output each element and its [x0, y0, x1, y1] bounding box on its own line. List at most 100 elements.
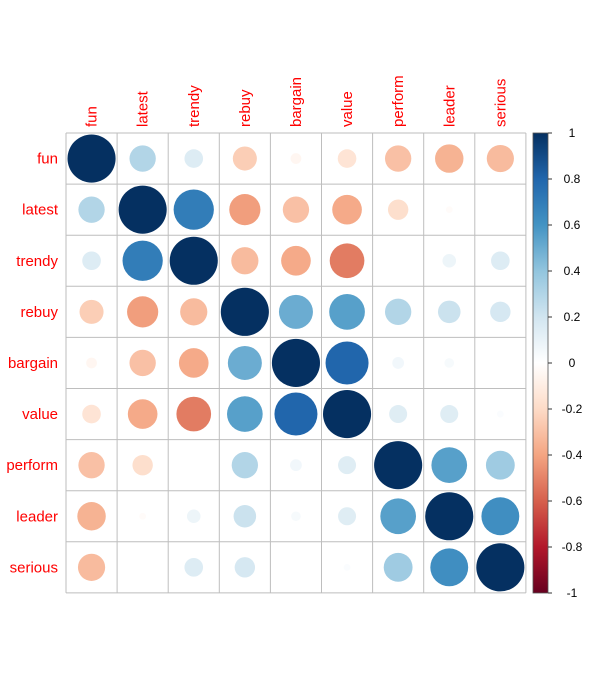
corr-circle-value-value: [323, 390, 372, 439]
colorbar-tick-label: -0.4: [562, 448, 583, 462]
corr-circle-leader-leader: [425, 492, 474, 541]
col-label-serious: serious: [492, 79, 509, 127]
corr-circle-trendy-fun: [82, 251, 101, 271]
corr-circle-perform-bargain: [290, 459, 302, 472]
corr-circle-latest-leader: [445, 206, 453, 214]
corr-circle-fun-rebuy: [232, 146, 257, 171]
col-label-bargain: bargain: [288, 77, 305, 127]
corr-circle-value-trendy: [176, 396, 212, 432]
col-label-rebuy: rebuy: [237, 89, 254, 127]
corr-circle-trendy-bargain: [281, 245, 311, 276]
corr-circle-latest-bargain: [282, 196, 310, 223]
colorbar-tick-label: 0: [569, 356, 576, 370]
corr-circle-leader-fun: [77, 502, 106, 531]
row-label-value: value: [22, 406, 58, 423]
corr-circle-fun-value: [337, 149, 357, 168]
colorbar-tick-label: 1: [569, 126, 576, 140]
corr-circle-value-leader: [440, 405, 459, 424]
row-label-fun: fun: [37, 151, 58, 168]
corr-circle-perform-leader: [431, 447, 468, 483]
corr-circle-value-bargain: [274, 392, 318, 436]
corr-circle-rebuy-latest: [127, 296, 159, 328]
corr-circle-rebuy-fun: [79, 299, 104, 324]
colorbar-tick-label: 0.4: [564, 264, 581, 278]
corr-circle-trendy-value: [329, 243, 365, 279]
corr-circle-value-fun: [82, 404, 101, 424]
colorbar: 1 0.8 0.6 0.4 0.2 0 -0.2 -0.4 -0.6 -0.8 -1: [532, 126, 583, 600]
corr-circle-latest-latest: [118, 185, 167, 234]
colorbar-tick-label: -0.8: [562, 540, 583, 554]
corr-circle-leader-rebuy: [233, 504, 257, 528]
corr-circle-latest-trendy: [173, 189, 214, 230]
corr-circle-leader-bargain: [291, 511, 301, 522]
corr-circle-rebuy-serious: [490, 301, 511, 323]
corr-circle-trendy-leader: [442, 253, 457, 268]
corr-circle-rebuy-trendy: [180, 298, 208, 326]
corr-circle-value-perform: [389, 405, 408, 424]
corr-circle-perform-value: [338, 456, 357, 475]
corr-circle-serious-rebuy: [234, 557, 256, 578]
corr-circle-serious-perform: [383, 552, 413, 582]
colorbar-tick-label: 0.2: [564, 310, 581, 324]
corr-circle-value-serious: [496, 410, 504, 418]
col-label-trendy: trendy: [186, 85, 203, 127]
corr-circle-fun-bargain: [290, 153, 302, 164]
correlation-grid: [65, 132, 527, 594]
colorbar-tick-label: 0.6: [564, 218, 581, 232]
corr-circle-value-latest: [127, 399, 158, 429]
corr-circle-serious-trendy: [184, 558, 204, 577]
row-label-trendy: trendy: [16, 253, 58, 270]
corr-circle-perform-rebuy: [231, 451, 259, 479]
corr-circle-rebuy-perform: [384, 298, 412, 326]
corr-circle-leader-perform: [380, 498, 416, 535]
corr-circle-rebuy-rebuy: [220, 287, 269, 336]
corr-circle-bargain-latest: [129, 349, 156, 377]
corr-circle-serious-fun: [77, 553, 106, 581]
corr-circle-fun-latest: [129, 145, 156, 172]
corr-circle-bargain-value: [325, 341, 369, 385]
corr-circle-leader-value: [338, 507, 357, 526]
corr-circle-fun-perform: [384, 145, 412, 172]
correlation-circles: [67, 134, 525, 592]
row-label-latest: latest: [22, 202, 59, 219]
corr-circle-serious-serious: [476, 543, 525, 592]
corr-circle-leader-latest: [139, 512, 147, 520]
corr-circle-serious-value: [343, 563, 351, 571]
corr-circle-bargain-rebuy: [227, 345, 262, 380]
col-label-leader: leader: [441, 85, 458, 127]
row-label-bargain: bargain: [8, 355, 58, 372]
corr-circle-latest-rebuy: [229, 194, 261, 226]
corr-circle-leader-serious: [481, 497, 520, 536]
corr-circle-fun-fun: [67, 134, 116, 183]
corr-circle-fun-serious: [486, 144, 514, 173]
col-label-fun: fun: [84, 106, 101, 127]
corr-circle-bargain-bargain: [271, 338, 321, 388]
corr-circle-fun-leader: [435, 144, 464, 173]
corr-circle-latest-value: [332, 194, 362, 225]
row-label-perform: perform: [6, 457, 58, 474]
col-label-perform: perform: [390, 75, 407, 127]
corr-circle-perform-fun: [78, 451, 105, 479]
corr-circle-trendy-serious: [491, 251, 510, 271]
col-label-value: value: [339, 91, 356, 127]
row-label-serious: serious: [10, 559, 58, 576]
variable-labels: fun fun latest latest trendy trendy rebuy rebuy…: [6, 75, 509, 576]
corr-circle-trendy-latest: [122, 240, 163, 281]
corr-circle-bargain-perform: [392, 357, 405, 369]
corr-circle-latest-perform: [387, 199, 409, 220]
corr-circle-trendy-trendy: [169, 236, 218, 285]
corr-circle-serious-leader: [430, 548, 469, 587]
corr-circle-bargain-leader: [444, 358, 455, 368]
row-label-rebuy: rebuy: [20, 304, 58, 321]
row-label-leader: leader: [16, 508, 58, 525]
corr-circle-rebuy-leader: [437, 300, 461, 324]
colorbar-tick-label: -0.6: [562, 494, 583, 508]
colorbar-tick-label: -1: [567, 586, 578, 600]
corr-circle-latest-fun: [78, 196, 105, 223]
corr-circle-bargain-trendy: [178, 348, 209, 378]
corr-circle-perform-latest: [132, 454, 153, 476]
corr-circle-perform-perform: [374, 441, 423, 490]
colorbar-tick-label: 0.8: [564, 172, 581, 186]
corr-circle-perform-serious: [485, 450, 515, 480]
